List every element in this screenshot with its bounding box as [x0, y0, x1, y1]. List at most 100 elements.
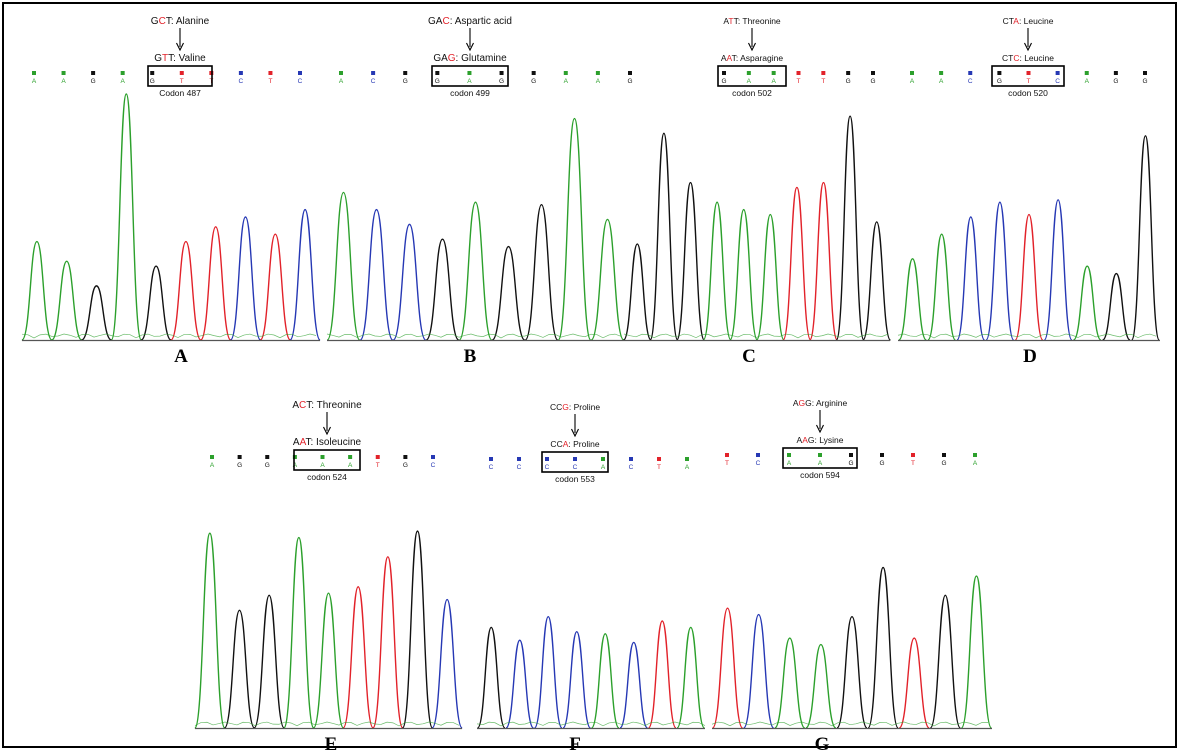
from-codon-annotation: AGG: Arginine: [793, 398, 848, 408]
base-call: A: [1085, 78, 1090, 85]
nucleotide: T: [306, 400, 312, 411]
peak-A: [557, 117, 592, 341]
nucleotide: G: [798, 398, 805, 408]
peak-T: [711, 607, 744, 729]
base-call-marker: [629, 457, 633, 461]
nucleotide: A: [727, 53, 733, 63]
base-call-marker: [796, 71, 801, 75]
codon-box: [147, 65, 213, 87]
peak-C: [505, 639, 535, 729]
peak-T: [782, 186, 812, 341]
codon-label: codon 524: [307, 472, 347, 482]
noise-trace: [623, 333, 889, 339]
nucleotide: T: [734, 16, 739, 26]
peak-T: [809, 181, 838, 341]
peak-A: [326, 191, 361, 341]
base-call: G: [499, 78, 504, 85]
peak-C: [289, 208, 321, 341]
nucleotide: C: [557, 439, 563, 449]
base-call: A: [293, 462, 298, 469]
base-call: G: [150, 78, 155, 85]
base-call-marker: [1026, 71, 1031, 75]
base-call: G: [403, 78, 408, 85]
base-call-marker: [91, 71, 96, 75]
base-call-marker: [210, 455, 214, 459]
nucleotide: G: [805, 398, 812, 408]
nucleotide: A: [721, 53, 727, 63]
base-call-marker: [846, 71, 851, 75]
base-call-marker: [601, 457, 605, 461]
nucleotide: A: [802, 435, 808, 445]
noise-trace: [476, 721, 706, 727]
base-call: G: [1142, 78, 1147, 85]
nucleotide: T: [162, 53, 168, 64]
noise-trace: [897, 333, 1157, 339]
nucleotide: C: [1013, 53, 1019, 63]
nucleotide: T: [166, 16, 172, 27]
arrowhead-icon: [748, 42, 756, 52]
arrowhead-icon: [176, 42, 184, 52]
nucleotide: G: [433, 53, 441, 64]
base-call-marker: [238, 71, 243, 75]
nucleotide: A: [563, 439, 569, 449]
base-call-marker: [32, 71, 36, 75]
peak-A: [960, 575, 993, 729]
base-call: C: [756, 460, 761, 467]
peak-C: [533, 616, 563, 729]
base-call: G: [435, 78, 440, 85]
base-call: G: [91, 78, 96, 85]
base-call-marker: [910, 71, 914, 75]
arrowhead-icon: [466, 42, 474, 52]
amino-acid-name: : Glutamine: [456, 53, 508, 64]
peak-A: [729, 208, 759, 341]
base-call-marker: [1143, 71, 1147, 75]
peak-A: [283, 536, 315, 729]
base-call-marker: [871, 71, 875, 75]
chromatogram-g: [711, 566, 993, 729]
base-call-marker: [403, 71, 408, 75]
amino-acid-name: : Threonine: [311, 400, 362, 411]
base-call-marker: [756, 453, 760, 457]
from-codon-annotation: GCT: Alanine: [151, 16, 210, 27]
base-call-marker: [489, 457, 493, 461]
base-call-marker: [628, 71, 632, 75]
peak-A: [458, 201, 493, 341]
peak-G: [649, 132, 679, 341]
base-call-marker: [657, 457, 661, 461]
amino-acid-name: : Aspartic acid: [450, 16, 512, 27]
peak-G: [401, 530, 434, 729]
panel-label-e: E: [325, 734, 338, 752]
to-codon-annotation: CTC: Leucine: [1002, 53, 1054, 63]
chromatogram-traces: [21, 93, 1160, 729]
peak-A: [51, 260, 83, 341]
to-codon-annotation: GAG: Glutamine: [433, 53, 507, 64]
panel-label-d: D: [1023, 346, 1037, 367]
base-call: G: [848, 460, 853, 467]
peak-G: [491, 245, 526, 341]
amino-acid-name: : Proline: [569, 402, 600, 412]
chromatogram-f: [476, 616, 706, 729]
noise-trace: [711, 721, 989, 727]
peak-G: [223, 609, 256, 729]
peak-C: [392, 223, 427, 341]
peak-T: [898, 637, 930, 729]
base-call-marker: [1084, 71, 1089, 75]
base-call: T: [376, 462, 380, 469]
from-codon-annotation: CCG: Proline: [550, 402, 600, 412]
base-call: T: [797, 78, 801, 85]
base-call: A: [818, 460, 823, 467]
amino-acid-name: : Proline: [568, 439, 599, 449]
base-call: G: [265, 462, 270, 469]
panel-label-c: C: [742, 346, 756, 367]
base-call-marker: [818, 453, 822, 457]
base-call: A: [685, 464, 690, 471]
from-codon-annotation: ACT: Threonine: [292, 400, 362, 411]
nucleotide: G: [448, 53, 456, 64]
nucleotide: C: [442, 16, 449, 27]
base-call: G: [237, 462, 242, 469]
base-call-marker: [1113, 71, 1118, 75]
base-call-marker: [880, 453, 884, 457]
